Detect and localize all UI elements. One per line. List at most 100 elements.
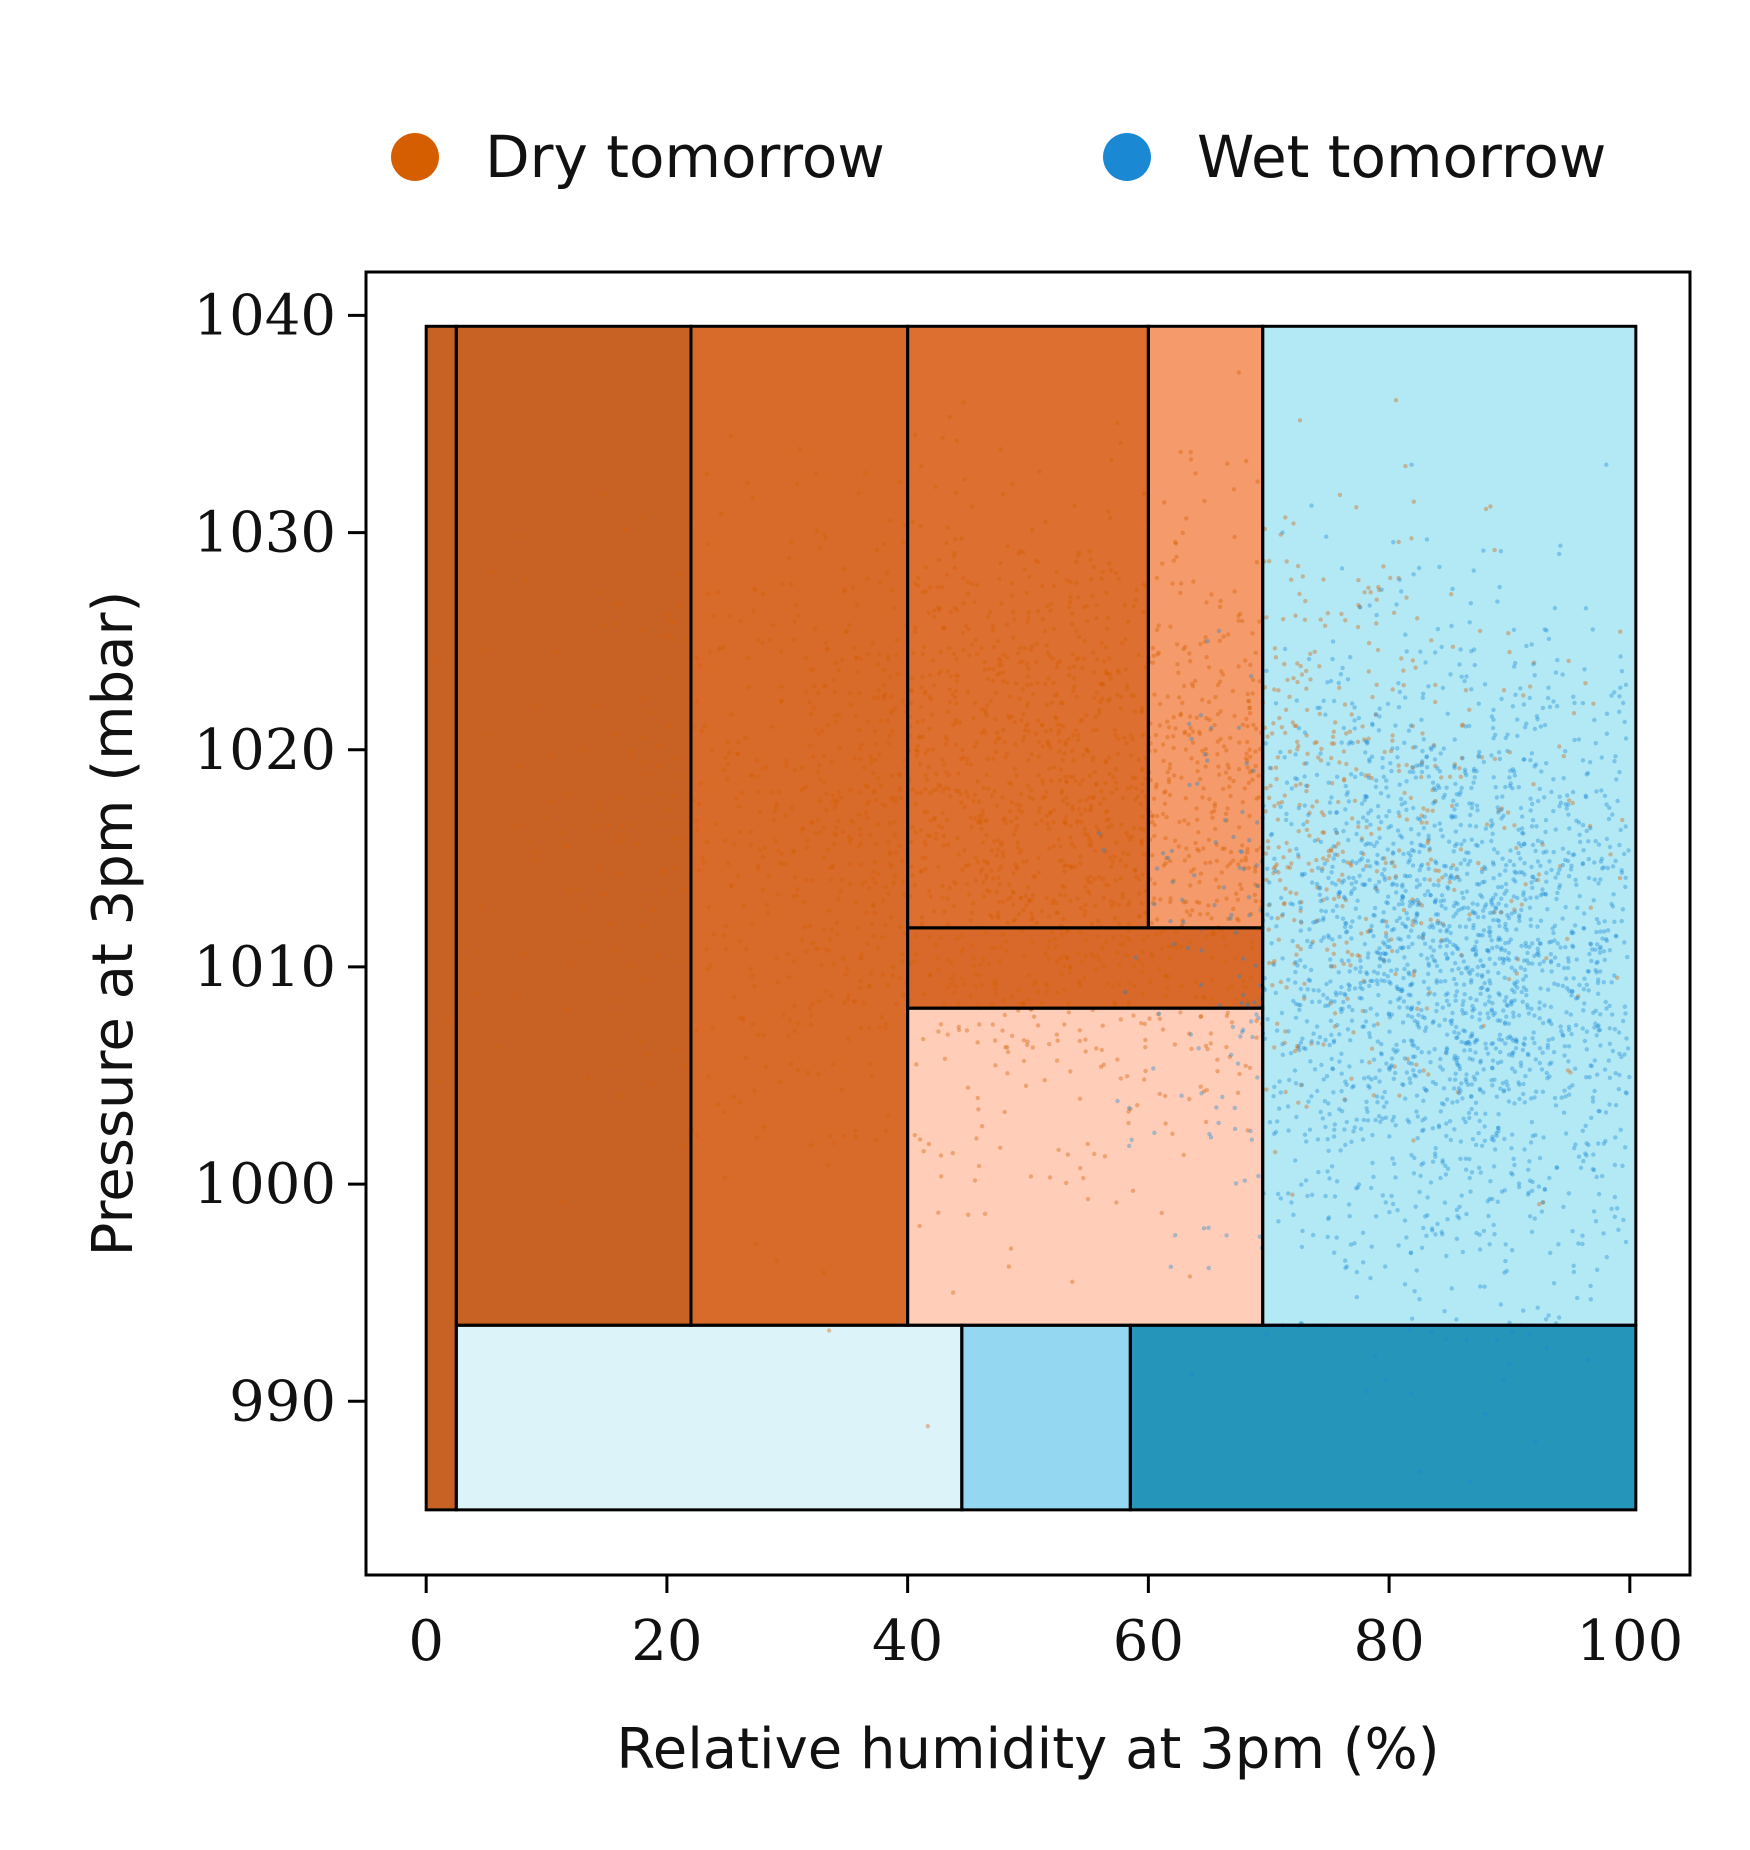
point-dry: [1246, 699, 1252, 704]
point-dry: [897, 843, 902, 848]
point-wet: [1350, 1085, 1355, 1090]
point-dry: [1140, 766, 1146, 771]
point-dry: [1121, 850, 1126, 856]
point-wet: [1521, 757, 1526, 762]
point-dry: [868, 760, 873, 766]
point-wet: [1456, 1031, 1461, 1036]
point-dry: [1066, 736, 1071, 742]
point-wet: [1427, 846, 1433, 851]
point-wet: [1597, 1027, 1603, 1033]
point-wet: [1535, 946, 1541, 951]
legend-label-dry: Dry tomorrow: [485, 123, 885, 191]
point-dry: [1095, 918, 1101, 923]
point-wet: [1422, 814, 1427, 819]
point-dry: [1187, 651, 1192, 656]
point-dry: [1150, 954, 1155, 959]
point-wet: [1463, 1119, 1468, 1125]
point-dry: [927, 672, 933, 678]
point-dry: [1128, 837, 1133, 843]
point-wet: [1392, 906, 1397, 911]
point-dry: [878, 580, 883, 585]
point-wet: [1326, 875, 1331, 881]
point-dry: [1270, 961, 1276, 966]
point-dry: [940, 883, 945, 888]
point-wet: [1447, 876, 1453, 881]
point-dry: [919, 463, 924, 469]
point-dry: [1315, 885, 1320, 890]
point-dry: [961, 647, 966, 652]
point-dry: [1253, 869, 1258, 874]
point-dry: [582, 904, 587, 910]
point-dry: [1072, 684, 1077, 689]
point-dry: [1100, 877, 1106, 882]
point-wet: [1482, 1124, 1487, 1129]
point-wet: [1391, 926, 1397, 932]
point-dry: [974, 652, 980, 657]
point-wet: [1416, 1012, 1421, 1018]
point-wet: [1336, 891, 1341, 897]
point-wet: [1367, 759, 1372, 764]
point-dry: [1171, 734, 1176, 739]
point-wet: [1375, 803, 1381, 809]
point-dry: [1396, 575, 1401, 581]
point-dry: [1025, 619, 1030, 624]
x-axis-title: Relative humidity at 3pm (%): [616, 1717, 1439, 1782]
point-wet: [1437, 1023, 1442, 1028]
point-wet: [1523, 940, 1528, 946]
point-wet: [1488, 929, 1493, 934]
point-wet: [1330, 656, 1335, 662]
point-dry: [779, 851, 784, 856]
point-dry: [922, 810, 927, 815]
point-wet: [1467, 971, 1473, 976]
point-dry: [1103, 939, 1109, 944]
point-wet: [1393, 1070, 1398, 1076]
point-dry: [952, 879, 957, 885]
point-wet: [1505, 1003, 1510, 1008]
point-wet: [1593, 1008, 1599, 1013]
point-dry: [1131, 825, 1137, 831]
point-wet: [1516, 841, 1522, 846]
point-wet: [1305, 938, 1310, 944]
point-wet: [1440, 685, 1446, 691]
point-wet: [1540, 1200, 1546, 1205]
point-wet: [1496, 937, 1501, 942]
point-wet: [1519, 943, 1524, 949]
point-wet: [1360, 1230, 1366, 1236]
point-wet: [1469, 837, 1475, 842]
point-wet: [1398, 937, 1404, 942]
point-dry: [1104, 760, 1109, 765]
point-wet: [1354, 1117, 1359, 1122]
point-wet: [1535, 1305, 1540, 1310]
point-wet: [1133, 955, 1139, 960]
point-wet: [1386, 825, 1391, 830]
point-dry: [1074, 657, 1079, 662]
point-dry: [1152, 833, 1157, 839]
point-dry: [920, 674, 925, 679]
point-wet: [1342, 1098, 1348, 1103]
point-wet: [1586, 969, 1591, 974]
point-dry: [1390, 738, 1395, 743]
point-wet: [1372, 905, 1378, 911]
point-dry: [771, 818, 777, 823]
point-dry: [705, 966, 711, 972]
point-dry: [1345, 996, 1350, 1001]
point-dry: [642, 772, 647, 777]
point-dry: [853, 656, 859, 661]
point-dry: [821, 926, 827, 932]
point-wet: [1408, 853, 1413, 858]
point-dry: [919, 828, 924, 833]
decision-region-dry-3: [907, 326, 1149, 928]
point-wet: [1237, 974, 1242, 979]
point-wet: [1267, 880, 1272, 885]
decision-region-border-10: [1128, 1323, 1638, 1512]
point-wet: [1279, 895, 1284, 901]
point-dry: [1433, 682, 1438, 688]
point-wet: [1449, 813, 1454, 819]
point-dry: [1078, 854, 1083, 859]
point-wet: [1391, 841, 1396, 846]
point-wet: [1377, 946, 1382, 951]
point-dry: [767, 637, 772, 642]
point-dry: [1103, 645, 1109, 650]
point-dry: [1253, 726, 1259, 731]
point-wet: [1601, 949, 1607, 954]
